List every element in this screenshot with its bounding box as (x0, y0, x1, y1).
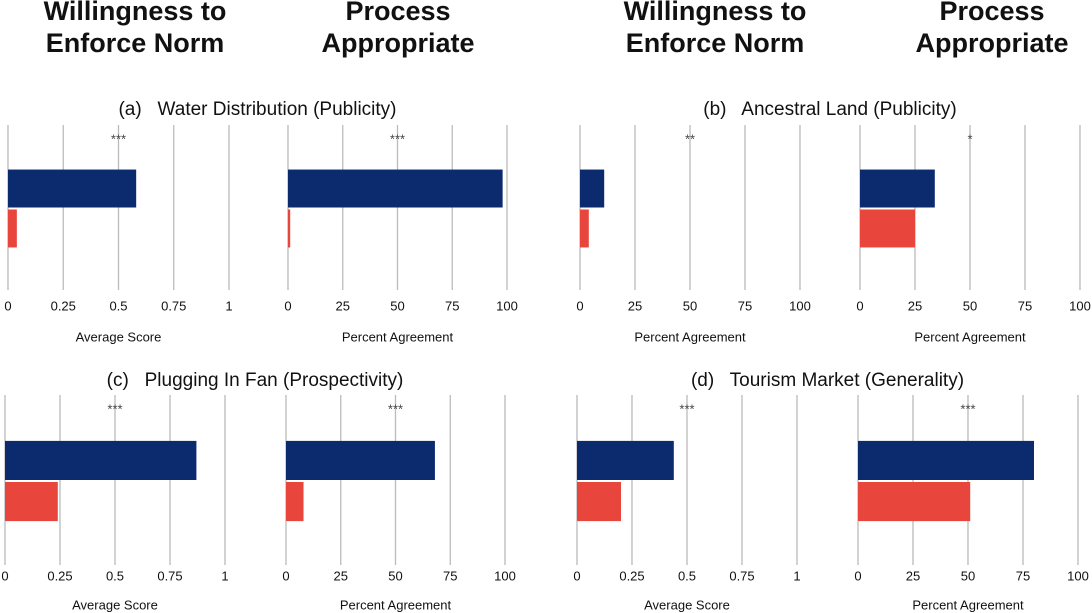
x-tick-label: 50 (388, 568, 402, 583)
column-header: Willingness to Enforce Norm (624, 0, 807, 58)
x-tick-label: 50 (683, 298, 697, 313)
x-tick-label: 0 (4, 298, 11, 313)
x-tick-label: 25 (906, 568, 920, 583)
x-axis-label: Average Score (76, 329, 162, 344)
x-tick-label: 25 (336, 298, 350, 313)
x-tick-label: 0 (284, 298, 291, 313)
x-tick-label: 75 (738, 298, 752, 313)
x-tick-label: 50 (963, 298, 977, 313)
x-tick-label: 50 (390, 298, 404, 313)
bar (577, 440, 674, 480)
x-tick-label: 0.75 (161, 298, 186, 313)
x-axis-label: Percent Agreement (342, 329, 454, 344)
bar (858, 440, 1034, 480)
x-tick-label: 25 (334, 568, 348, 583)
significance: *** (107, 401, 122, 416)
x-tick-label: 0 (573, 568, 580, 583)
x-tick-label: 0.75 (729, 568, 754, 583)
x-tick-label: 0 (856, 298, 863, 313)
bar (8, 169, 137, 208)
x-tick-label: 1 (793, 568, 800, 583)
panel-title: (a) Water Distribution (Publicity) (118, 99, 396, 120)
x-tick-label: 0.25 (51, 298, 76, 313)
x-tick-label: 75 (1016, 568, 1030, 583)
x-tick-label: 100 (1067, 568, 1089, 583)
x-tick-label: 25 (628, 298, 642, 313)
significance: *** (111, 131, 126, 146)
x-tick-label: 0.5 (106, 568, 124, 583)
bar (860, 209, 915, 248)
x-axis-label: Percent Agreement (634, 329, 746, 344)
bar (580, 169, 605, 208)
x-tick-label: 100 (1069, 298, 1091, 313)
bar (288, 169, 503, 208)
bar (5, 482, 58, 522)
x-tick-label: 0 (282, 568, 289, 583)
x-tick-label: 0.5 (109, 298, 127, 313)
significance: ** (685, 131, 695, 146)
x-tick-label: 75 (443, 568, 457, 583)
x-tick-label: 75 (445, 298, 459, 313)
x-tick-label: 100 (789, 298, 811, 313)
x-tick-label: 25 (908, 298, 922, 313)
panel-title: (b) Ancestral Land (Publicity) (703, 99, 956, 120)
bar (288, 209, 291, 248)
significance: * (967, 131, 972, 146)
bar (8, 209, 17, 248)
x-axis-label: Percent Agreement (340, 597, 452, 612)
bar (860, 169, 935, 208)
bar (286, 482, 304, 522)
x-tick-label: 0.25 (619, 568, 644, 583)
bar (580, 209, 589, 248)
significance: *** (390, 131, 405, 146)
significance: *** (960, 401, 975, 416)
x-tick-label: 0.25 (47, 568, 72, 583)
column-header: Process Appropriate (915, 0, 1068, 58)
bar (286, 440, 435, 480)
x-axis-label: Percent Agreement (914, 329, 1026, 344)
column-header: Process Appropriate (321, 0, 474, 58)
x-axis-label: Percent Agreement (912, 597, 1024, 612)
x-tick-label: 1 (221, 568, 228, 583)
panel-title: (d) Tourism Market (Generality) (691, 370, 964, 391)
x-tick-label: 0.5 (678, 568, 696, 583)
x-tick-label: 0 (854, 568, 861, 583)
x-tick-label: 0 (1, 568, 8, 583)
bar (5, 440, 197, 480)
x-tick-label: 100 (496, 298, 518, 313)
significance: *** (679, 401, 694, 416)
x-tick-label: 0 (576, 298, 583, 313)
significance: *** (388, 401, 403, 416)
x-tick-label: 1 (225, 298, 232, 313)
column-header: Willingness to Enforce Norm (44, 0, 227, 58)
x-axis-label: Average Score (72, 597, 158, 612)
x-tick-label: 100 (494, 568, 516, 583)
x-tick-label: 50 (961, 568, 975, 583)
x-tick-label: 75 (1018, 298, 1032, 313)
x-tick-label: 0.75 (157, 568, 182, 583)
x-axis-label: Average Score (644, 597, 730, 612)
bar (858, 482, 971, 522)
bar (577, 482, 621, 522)
panel-title: (c) Plugging In Fan (Prospectivity) (107, 370, 404, 391)
